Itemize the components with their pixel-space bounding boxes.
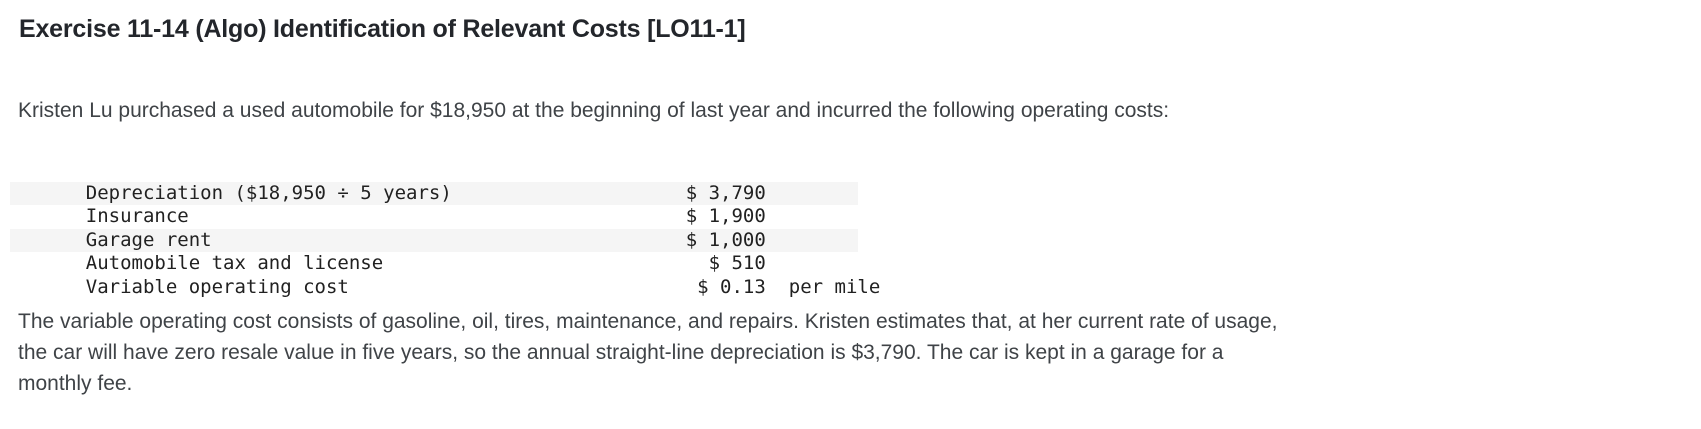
cost-amount: $ 1,900 bbox=[685, 205, 766, 227]
intro-paragraph: Kristen Lu purchased a used automobile f… bbox=[18, 99, 1170, 122]
table-row: Insurance $ 1,900 bbox=[10, 181, 858, 227]
cost-label: Automobile tax and license bbox=[85, 252, 384, 274]
table-row: Depreciation ($18,950 ÷ 5 years) $ 3,790 bbox=[10, 158, 858, 204]
cost-label: Garage rent bbox=[85, 228, 212, 251]
cost-amount: $ 1,000 bbox=[685, 228, 766, 251]
cost-label: Variable operating cost bbox=[85, 275, 349, 298]
cost-label: Insurance bbox=[85, 205, 189, 227]
table-row: Automobile tax and license $ 510 bbox=[10, 228, 858, 274]
cost-amount: $ 0.13 bbox=[697, 275, 766, 298]
cost-amount: $ 510 bbox=[708, 252, 766, 274]
cost-label: Depreciation ($18,950 ÷ 5 years) bbox=[85, 181, 452, 204]
cost-amount: $ 3,790 bbox=[685, 181, 766, 204]
description-paragraph: The variable operating cost consists of … bbox=[18, 310, 1278, 395]
table-row: Garage rent $ 1,000 bbox=[10, 205, 858, 251]
page-title: Exercise 11-14 (Algo) Identification of … bbox=[19, 15, 746, 43]
cost-suffix: per mile bbox=[788, 275, 881, 298]
table-row: Variable operating cost $ 0.13 per mile bbox=[10, 252, 881, 298]
costs-table: Depreciation ($18,950 ÷ 5 years) $ 3,790 … bbox=[10, 158, 881, 298]
